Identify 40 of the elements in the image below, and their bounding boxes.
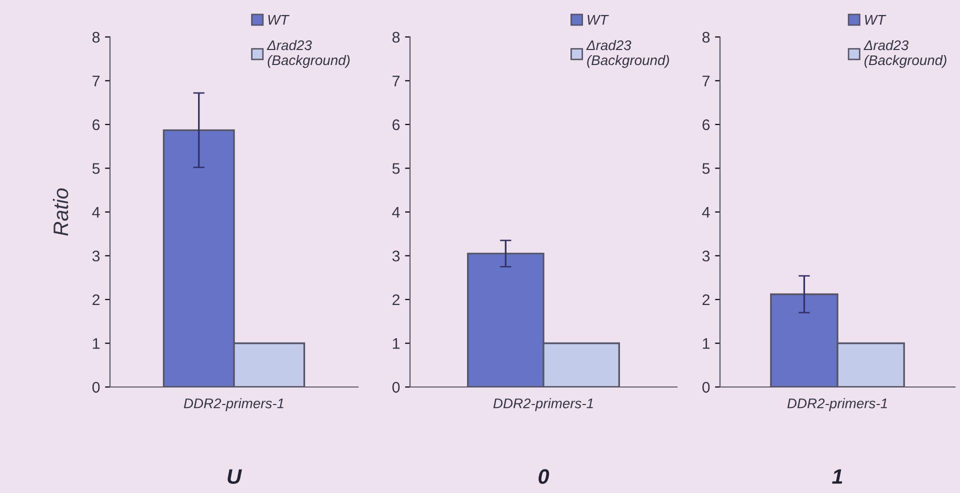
y-tick-label: 8	[392, 32, 400, 43]
y-tick-label: 8	[702, 32, 710, 43]
y-tick-label: 0	[392, 382, 400, 393]
legend-label: Δrad23 (Background)	[864, 40, 946, 68]
y-tick-label: 5	[392, 163, 400, 174]
y-tick-label: 4	[92, 207, 100, 218]
y-tick-label: 0	[702, 382, 710, 393]
y-tick-label: 1	[392, 338, 400, 349]
y-tick-label: 3	[92, 250, 100, 262]
y-tick-label: 2	[92, 294, 100, 306]
y-tick-label: 3	[702, 250, 710, 262]
y-tick-label: 6	[92, 119, 100, 130]
y-tick-label: 3	[392, 250, 400, 262]
y-tick-label: 1	[702, 338, 710, 349]
y-tick-label: 2	[702, 294, 710, 306]
y-tick-label: 7	[392, 76, 400, 86]
y-tick-label: 2	[392, 294, 400, 306]
text: 1	[832, 469, 842, 484]
text: U	[228, 469, 242, 484]
y-tick-label: 1	[92, 338, 100, 349]
y-tick-label: 5	[702, 163, 710, 174]
y-tick-label: 8	[92, 32, 100, 43]
y-tick-label: 4	[392, 207, 400, 218]
y-tick-label: 0	[92, 382, 100, 393]
y-tick-label: 6	[702, 119, 710, 130]
y-tick-label: 7	[702, 76, 710, 86]
legend-label: WT	[588, 15, 609, 25]
legend-label: Δrad23 (Background)	[266, 40, 350, 68]
legend-label: WT	[865, 15, 886, 25]
text: 0	[538, 469, 550, 484]
y-tick-label: 7	[92, 76, 100, 86]
x-tick-label: DDR2-primers-1	[184, 398, 284, 412]
y-tick-label: 6	[392, 119, 400, 130]
x-tick-label: DDR2-primers-1	[787, 398, 887, 412]
legend-label: WT	[268, 15, 290, 25]
y-axis-title: Ratio	[52, 188, 68, 236]
legend-label: Δrad23 (Background)	[586, 40, 670, 68]
y-tick-label: 4	[702, 207, 710, 218]
y-tick-label: 5	[92, 163, 100, 174]
x-tick-label: DDR2-primers-1	[493, 398, 593, 412]
